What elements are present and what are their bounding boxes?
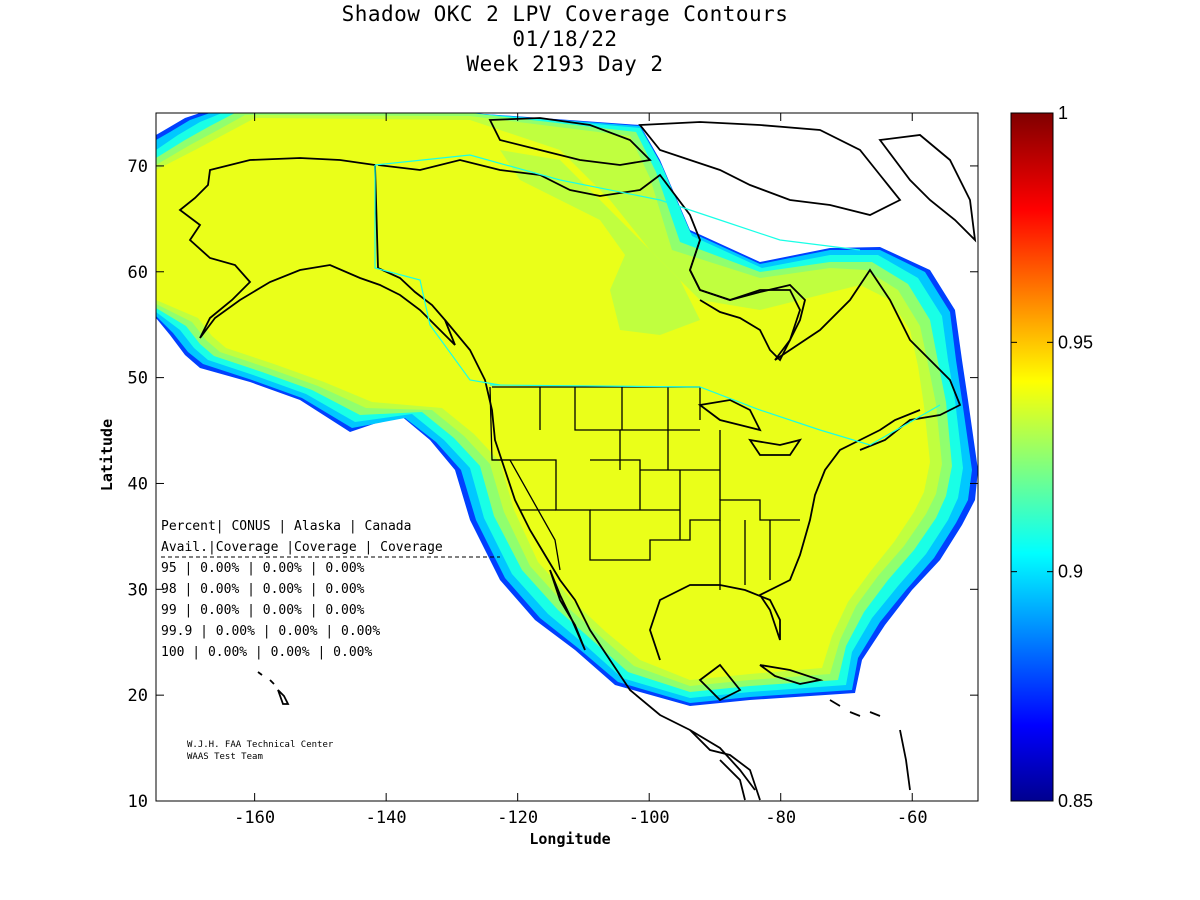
colorbar-tick-label: 1 [1058,103,1068,123]
y-tick-label: 70 [128,157,148,177]
gulf-east-coast [649,409,921,661]
x-tick-label: -140 [366,808,407,828]
chart-title: Shadow OKC 2 LPV Coverage Contours [341,2,789,26]
chart-week-day: Week 2193 Day 2 [466,52,664,76]
chart-date: 01/18/22 [512,27,618,51]
x-axis: -160 -140 -120 -100 -80 -60 [234,113,928,828]
x-tick-label: -120 [497,808,538,828]
coastlines [178,117,977,801]
hudson-bay-outline [689,239,806,362]
x-axis-label: Longitude [529,830,610,848]
table-row: 98 | 0.00% | 0.00% | 0.00% [161,582,365,597]
y-axis-label: Latitude [98,419,116,491]
table-row: 100 | 0.00% | 0.00% | 0.00% [161,645,372,660]
canada-north-coast [377,159,962,451]
colorbar-tick-label: 0.95 [1058,332,1093,352]
x-tick-label: -60 [897,808,928,828]
x-tick-label: -160 [234,808,275,828]
colorbar [1010,112,1054,802]
contour-yellow [156,118,930,680]
credit-line-2: WAAS Test Team [187,752,263,762]
y-tick-label: 40 [128,474,148,494]
plot-frame [155,112,979,802]
table-header-2: Avail.|Coverage |Coverage | Coverage [161,540,443,555]
colorbar-tick-label: 0.9 [1058,562,1083,582]
y-tick-label: 20 [128,686,148,706]
y-tick-label: 30 [128,580,148,600]
y-tick-label: 50 [128,369,148,389]
table-row: 95 | 0.00% | 0.00% | 0.00% [161,561,365,576]
table-header-1: Percent| CONUS | Alaska | Canada [161,519,411,534]
coverage-contours [156,113,978,706]
table-row: 99.9 | 0.00% | 0.00% | 0.00% [161,624,380,639]
coverage-table: Percent| CONUS | Alaska | Canada Avail.|… [161,519,500,660]
y-axis: 70 60 50 40 30 20 10 [128,157,978,812]
colorbar-ticks: 1 0.95 0.9 0.85 [1011,103,1093,811]
x-tick-label: -100 [629,808,670,828]
x-tick-label: -80 [765,808,796,828]
y-tick-label: 60 [128,263,148,283]
y-tick-label: 10 [128,792,148,812]
region-boundaries [374,154,941,446]
credit-line-1: W.J.H. FAA Technical Center [187,740,334,750]
colorbar-tick-label: 0.85 [1058,791,1093,811]
table-row: 99 | 0.00% | 0.00% | 0.00% [161,603,365,618]
